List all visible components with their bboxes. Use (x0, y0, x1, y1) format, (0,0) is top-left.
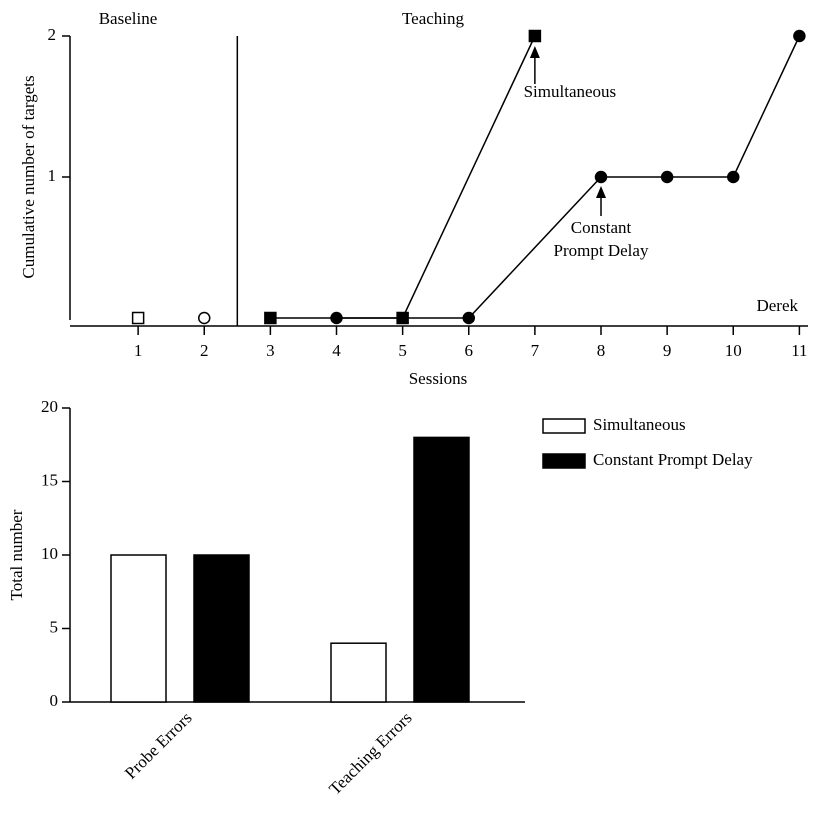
x-tick-label: 3 (266, 341, 275, 360)
y-axis-label: Cumulative number of targets (19, 75, 38, 278)
marker (198, 311, 211, 325)
arrow-head (529, 46, 540, 58)
y-tick-label: 20 (41, 397, 58, 416)
phase-label: Baseline (99, 9, 158, 28)
x-tick-label: 4 (332, 341, 341, 360)
x-tick-label: 6 (465, 341, 474, 360)
marker (528, 29, 542, 43)
series-line (336, 35, 801, 319)
annotation: Simultaneous (524, 82, 617, 101)
legend-label: Simultaneous (593, 415, 686, 434)
marker (793, 29, 806, 43)
marker (727, 170, 740, 184)
x-tick-label: 1 (134, 341, 143, 360)
y-axis-label: Total number (7, 509, 26, 600)
annotation: Constant (571, 218, 632, 237)
bar (413, 436, 470, 703)
participant-label: Derek (756, 296, 798, 315)
marker (264, 311, 277, 325)
y-tick-label: 1 (48, 166, 57, 185)
series-line (270, 35, 536, 319)
x-tick-label: 11 (791, 341, 807, 360)
x-tick-label: 2 (200, 341, 209, 360)
x-axis-label: Sessions (409, 369, 468, 388)
x-tick-label: 7 (531, 341, 540, 360)
arrow-head (596, 186, 607, 198)
x-tick-label: 10 (725, 341, 742, 360)
x-tick-label: 8 (597, 341, 606, 360)
y-tick-label: 15 (41, 470, 58, 489)
phase-label: Teaching (402, 9, 465, 28)
bar (110, 554, 167, 703)
legend-swatch (542, 453, 586, 469)
y-tick-label: 0 (50, 691, 59, 710)
marker (462, 311, 476, 325)
y-tick-label: 10 (41, 544, 58, 563)
marker (594, 170, 608, 184)
legend-label: Constant Prompt Delay (593, 450, 753, 469)
marker (131, 311, 145, 325)
y-tick-label: 2 (48, 25, 57, 44)
x-tick-label: Probe Errors (121, 708, 196, 783)
x-tick-label: 9 (663, 341, 672, 360)
marker (330, 311, 343, 325)
marker (660, 170, 674, 184)
x-tick-label: 5 (398, 341, 407, 360)
y-tick-label: 5 (50, 617, 59, 636)
legend-swatch (542, 418, 586, 434)
bar (193, 554, 250, 703)
annotation: Prompt Delay (554, 241, 649, 260)
bar (330, 642, 387, 703)
x-tick-label: Teaching Errors (325, 708, 415, 798)
